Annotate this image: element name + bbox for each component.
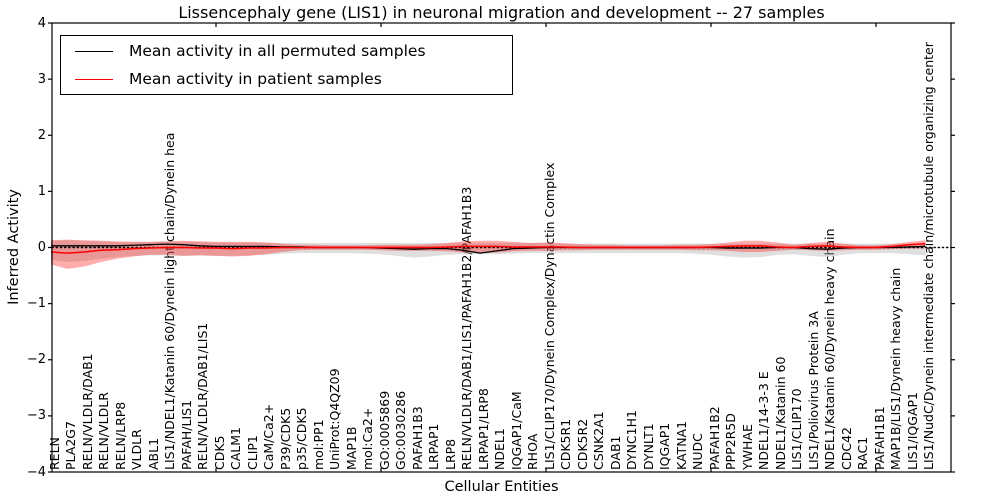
x-tick-label: LIS1/NDEL1/Katanin 60/Dynein light chain… (162, 132, 177, 470)
legend-item-permuted: Mean activity in all permuted samples (61, 38, 512, 64)
x-tick-label: DAB1 (607, 435, 623, 471)
legend-box: Mean activity in all permuted samples Me… (60, 35, 513, 95)
x-tick-label: PAFAH1B3 (409, 406, 425, 470)
x-tick-label: NDEL1/14-3-3 E (756, 371, 771, 470)
x-tick-label: GO:0030286 (393, 390, 408, 470)
x-tick-label: PAFAH1B2 (706, 406, 722, 470)
x-tick-label: CaM/Ca2+ (261, 403, 276, 470)
x-tick-label: ABL1 (145, 437, 161, 470)
x-tick-label: CSNK2A1 (591, 411, 606, 470)
legend-item-patient: Mean activity in patient samples (61, 66, 512, 92)
x-tick-label: LIS1/IQGAP1 (904, 391, 920, 470)
x-tick-label: KATNA1 (673, 420, 689, 470)
x-tick-label: VLDLR (129, 429, 144, 470)
legend-label: Mean activity in all permuted samples (129, 42, 426, 60)
x-tick-label: MAP1B/LIS1/Dynein heavy chain (888, 267, 903, 470)
x-tick-label: LIS1/NudC/Dynein intermediate chain/micr… (921, 42, 936, 470)
x-tick-label: P39/CDK5 (277, 407, 293, 470)
x-tick-label: RELN/LRP8 (112, 401, 128, 470)
x-tick-label: CLIP1 (244, 435, 260, 470)
x-tick-label: CDK5 (211, 435, 227, 470)
y-tick-label: 3 (37, 71, 46, 87)
chart-title: Lissencephaly gene (LIS1) in neuronal mi… (178, 3, 825, 22)
x-tick-label: PAFAH/LIS1 (178, 399, 194, 470)
x-tick-label: DYNLT1 (640, 423, 656, 470)
x-tick-label: CDK5R1 (558, 418, 573, 470)
y-tick-label: −3 (26, 408, 46, 424)
x-tick-label: PLA2G7 (63, 421, 78, 470)
legend-label: Mean activity in patient samples (129, 70, 382, 88)
x-tick-label: LIS1/Poliovirus Protein 3A (805, 311, 821, 470)
x-tick-label: NDEL1/Katanin 60 (772, 356, 788, 470)
y-tick-label: 4 (37, 15, 46, 31)
x-tick-label: RELN/VLDLR (96, 392, 111, 470)
x-tick-label: LIS1/CLIP170/Dynein Complex/Dynactin Com… (541, 162, 557, 470)
x-tick-label: CALM1 (228, 427, 243, 470)
y-tick-label: 2 (37, 127, 46, 143)
x-tick-label: NUDC (690, 433, 705, 470)
y-tick-label: 0 (37, 240, 46, 255)
x-tick-label: p35/CDK5 (294, 407, 309, 470)
x-tick-label: RELN/VLDLR/DAB1 (79, 353, 95, 470)
x-tick-label: UniProt:Q4QZ09 (327, 368, 342, 470)
x-tick-label: mol:Ca2+ (360, 407, 375, 470)
x-tick-label: LRPAP1/LRP8 (475, 388, 491, 470)
x-tick-label: IQGAP1/CaM (508, 391, 524, 470)
x-tick-label: CDK5R2 (574, 418, 590, 470)
x-tick-label: GO:0005869 (376, 390, 392, 470)
y-tick-label: −2 (26, 352, 46, 368)
y-tick-label: −4 (26, 464, 46, 480)
x-tick-label: MAP1B (343, 426, 359, 470)
x-tick-label: PAFAH1B1 (871, 406, 887, 470)
x-tick-label: YWHAE (739, 424, 755, 470)
x-tick-label: LRP8 (442, 438, 458, 470)
black-line-icon (75, 50, 113, 52)
x-tick-label: RELN (46, 437, 62, 470)
red-line-icon (75, 78, 113, 80)
x-tick-label: NDEL1/Katanin 60/Dynein heavy chain (822, 228, 837, 470)
x-tick-label: IQGAP1 (657, 422, 672, 470)
y-tick-label: −1 (26, 296, 46, 312)
x-tick-label: LRPAP1 (426, 423, 441, 470)
x-tick-label: RELN/VLDLR/DAB1/LIS1 (195, 322, 210, 470)
y-tick-label: 1 (37, 183, 46, 199)
x-tick-label: RHOA (525, 433, 540, 470)
x-tick-label: RAC1 (855, 436, 870, 470)
x-tick-label: LIS1/CLIP170 (789, 388, 804, 470)
x-tick-label: NDEL1 (492, 428, 507, 470)
x-tick-label: RELN/VLDLR/DAB1/LIS1/PAFAH1B2/PAFAH1B3 (459, 186, 474, 470)
x-axis-label: Cellular Entities (444, 479, 559, 495)
x-tick-label: PPP2R5D (723, 413, 738, 470)
x-tick-label: CDC42 (838, 427, 854, 470)
x-tick-label: DYNC1H1 (624, 410, 639, 470)
x-tick-label: mol:PP1 (310, 419, 326, 470)
